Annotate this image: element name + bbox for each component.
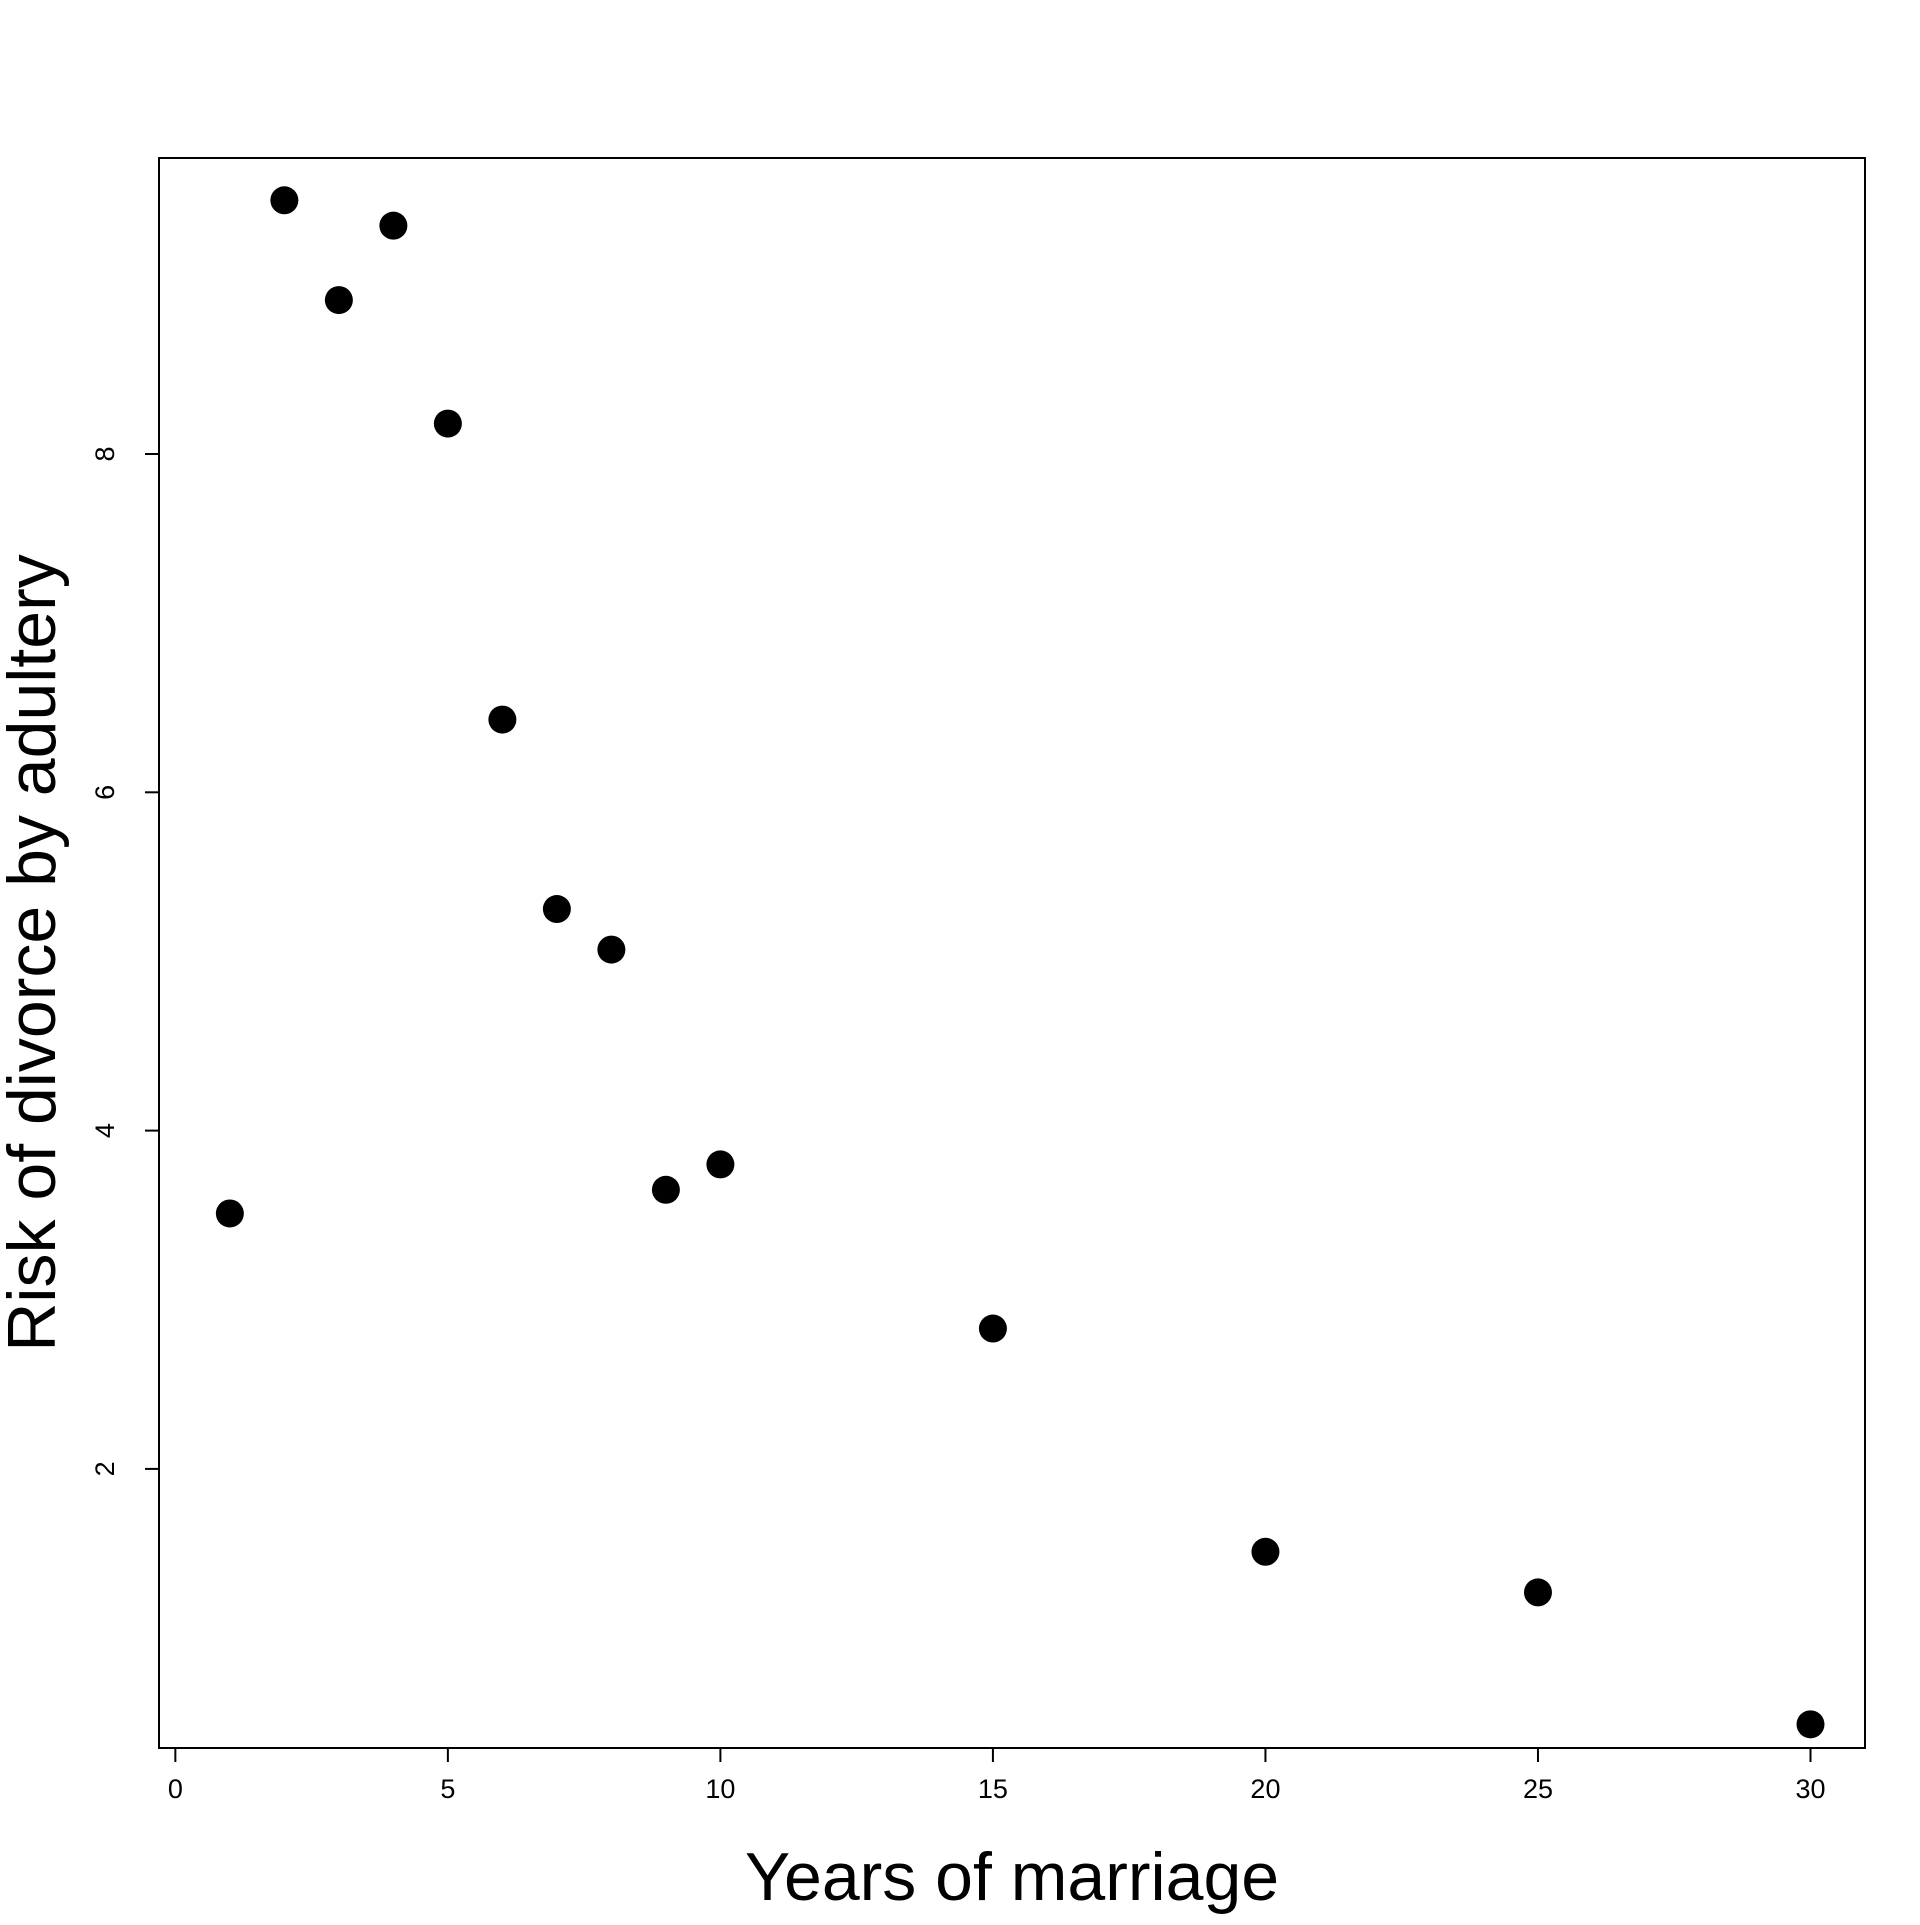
data-points — [215, 186, 1825, 1739]
y-tick-label: 8 — [90, 446, 120, 461]
x-axis: 0 5 10 15 20 25 30 — [168, 1747, 1826, 1804]
data-point — [215, 1199, 244, 1228]
data-point — [1523, 1578, 1552, 1607]
x-axis-title: Years of marriage — [745, 1839, 1279, 1915]
x-tick-label: 25 — [1523, 1774, 1553, 1804]
data-point — [978, 1314, 1007, 1343]
data-point — [597, 935, 626, 964]
plot-frame — [158, 157, 1866, 1749]
data-point — [488, 705, 517, 734]
data-point — [542, 895, 571, 924]
x-tick-label: 15 — [978, 1774, 1008, 1804]
y-axis: 2 4 6 8 — [90, 446, 160, 1476]
data-point — [651, 1175, 680, 1204]
y-tick-label: 2 — [90, 1461, 120, 1476]
x-tick-label: 10 — [705, 1774, 735, 1804]
x-tick-label: 20 — [1250, 1774, 1280, 1804]
data-point — [270, 186, 299, 215]
x-tick-label: 0 — [168, 1774, 183, 1804]
x-tick-label: 30 — [1795, 1774, 1825, 1804]
data-point — [1796, 1710, 1825, 1739]
x-tick-label: 5 — [440, 1774, 455, 1804]
data-point — [1251, 1537, 1280, 1566]
data-point — [379, 211, 408, 240]
data-point — [433, 409, 462, 438]
y-tick-label: 4 — [90, 1123, 120, 1138]
data-point — [324, 286, 353, 315]
data-point — [706, 1150, 735, 1179]
y-axis-title: Risk of divorce by adultery — [0, 554, 70, 1351]
y-tick-label: 6 — [90, 785, 120, 800]
